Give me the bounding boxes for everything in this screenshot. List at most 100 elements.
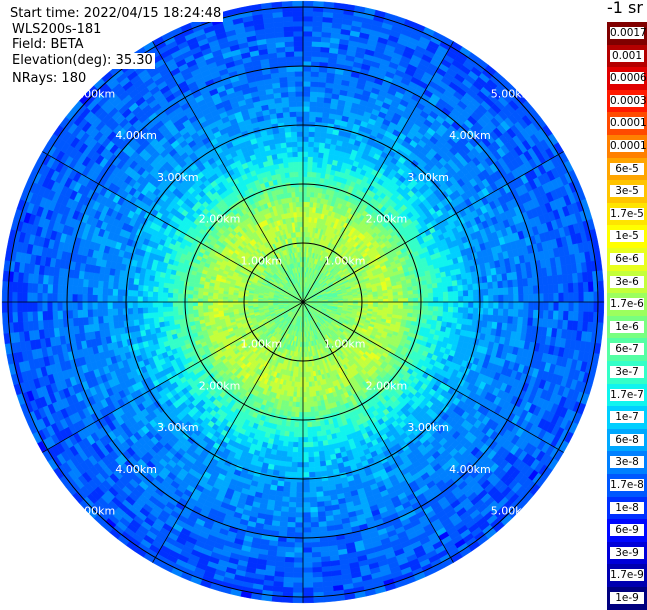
ppi-cell	[193, 306, 198, 310]
ppi-cell	[388, 299, 393, 302]
ppi-cell	[213, 302, 218, 305]
ppi-cell	[393, 299, 398, 302]
ppi-cell	[297, 222, 300, 227]
ppi-cell	[307, 412, 311, 417]
ppi-cell	[228, 304, 233, 307]
ppi-cell	[300, 212, 303, 217]
ppi-cell	[178, 293, 183, 298]
ppi-cell	[213, 296, 218, 299]
ppi-cell	[178, 315, 183, 320]
ppi-cell	[299, 192, 303, 197]
ppi-cell	[433, 297, 438, 302]
ppi-cell	[307, 422, 312, 427]
ppi-cell	[296, 197, 300, 202]
ppi-cell	[295, 407, 299, 412]
ppi-cell	[163, 297, 168, 302]
ppi-cell	[438, 297, 443, 302]
ppi-cell	[423, 310, 428, 315]
ppi-cell	[423, 293, 428, 298]
ppi-cell	[218, 308, 223, 311]
ppi-cell	[203, 295, 208, 299]
ppi-cell	[299, 187, 303, 192]
ppi-cell	[198, 306, 203, 310]
ppi-cell	[317, 162, 322, 168]
ppi-cell	[163, 307, 168, 312]
ppi-cell	[163, 287, 168, 292]
ppi-cell	[294, 217, 297, 222]
ppi-cell	[291, 412, 295, 417]
ppi-cell	[307, 172, 312, 177]
ppi-cell	[427, 284, 433, 289]
ppi-cell	[298, 232, 301, 237]
ppi-cell	[321, 430, 326, 436]
ppi-cell	[303, 432, 308, 437]
ppi-cell	[314, 406, 318, 411]
ppi-cell	[298, 432, 303, 437]
ppi-cell	[309, 382, 312, 387]
ppi-cell	[299, 412, 303, 417]
ppi-cell	[208, 302, 213, 305]
ppi-cell	[300, 377, 303, 382]
ppi-cell	[316, 426, 321, 432]
ppi-cell	[203, 302, 208, 306]
ppi-cell	[283, 436, 288, 442]
ppi-cell	[413, 294, 418, 298]
ppi-cell	[290, 177, 295, 182]
ppi-cell	[311, 422, 316, 427]
ppi-cell	[300, 382, 303, 387]
ppi-cell	[293, 437, 298, 442]
ppi-cell	[412, 286, 417, 291]
ppi-cell	[198, 298, 203, 302]
ppi-cell	[293, 207, 297, 212]
ppi-cell	[299, 402, 303, 407]
ppi-cell	[299, 397, 303, 402]
ppi-cell	[168, 288, 173, 293]
ppi-cell	[310, 397, 314, 402]
ppi-cell	[303, 162, 308, 167]
ppi-cell	[423, 289, 428, 294]
ppi-cell	[168, 297, 173, 302]
ppi-cell	[398, 295, 403, 299]
ppi-cell	[178, 289, 183, 294]
ppi-cell	[294, 167, 299, 172]
ppi-cell	[322, 435, 328, 441]
ppi-cell	[398, 298, 403, 302]
ppi-cell	[193, 302, 198, 306]
ppi-cell	[378, 302, 383, 305]
ppi-cell	[168, 302, 173, 307]
ppi-cell	[208, 308, 213, 312]
ppi-cell	[303, 397, 307, 402]
ppi-cell	[383, 296, 388, 299]
ppi-cell	[408, 294, 413, 298]
ppi-cell	[388, 296, 393, 299]
ppi-cell	[428, 288, 433, 293]
ppi-cell	[208, 305, 213, 308]
ppi-cell	[213, 305, 218, 308]
ppi-cell	[312, 427, 317, 432]
ppi-cell	[307, 177, 312, 182]
ppi-cell	[188, 294, 193, 298]
ppi-cell	[413, 310, 418, 314]
ppi-cell	[303, 222, 306, 227]
ppi-cell	[291, 192, 295, 197]
ppi-cell	[287, 187, 292, 192]
ppi-cell	[303, 437, 308, 442]
ppi-cell	[238, 304, 243, 306]
ppi-cell	[408, 298, 413, 302]
ppi-cell	[218, 305, 223, 308]
ppi-cell	[388, 305, 393, 308]
ppi-cell	[173, 315, 179, 320]
ppi-cell	[438, 307, 443, 312]
ppi-cell	[296, 202, 300, 207]
ppi-cell	[428, 311, 433, 316]
ppi-cell	[428, 302, 433, 307]
ppi-cell	[188, 298, 193, 302]
ppi-cell	[393, 305, 398, 308]
ppi-cell	[178, 302, 183, 306]
ppi-cell	[437, 282, 443, 287]
ppi-cell	[303, 207, 306, 212]
ppi-cell	[306, 202, 310, 207]
ppi-cell	[383, 302, 388, 305]
ppi-cell	[297, 212, 300, 217]
ppi-cell	[438, 292, 443, 297]
